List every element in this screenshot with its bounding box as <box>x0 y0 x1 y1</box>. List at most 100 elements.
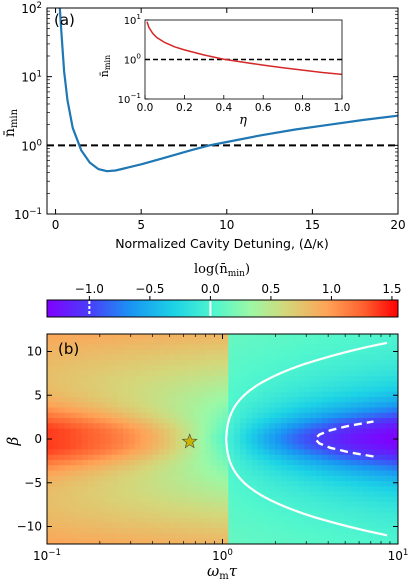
heatmap-cell <box>281 465 288 472</box>
heatmap-cell <box>146 538 153 544</box>
heatmap-cell <box>222 402 229 409</box>
heatmap-cell <box>76 507 83 514</box>
heatmap-cell <box>123 475 130 482</box>
heatmap-cell <box>164 470 171 477</box>
heatmap-cell <box>339 465 346 472</box>
heatmap-cell <box>351 496 358 503</box>
heatmap-cell <box>316 381 323 388</box>
heatmap-cell <box>111 386 118 393</box>
heatmap-cell <box>345 412 352 419</box>
heatmap-cell <box>99 517 107 524</box>
heatmap-cell <box>275 423 282 430</box>
heatmap-cell <box>64 433 71 440</box>
heatmap-cell <box>76 339 83 346</box>
heatmap-cell <box>169 418 177 424</box>
heatmap-cell <box>333 481 341 487</box>
heatmap-cell <box>392 412 398 419</box>
heatmap-cell <box>357 439 364 445</box>
heatmap-cell <box>281 481 288 487</box>
heatmap-cell <box>374 428 382 435</box>
heatmap-cell <box>345 449 352 456</box>
heatmap-cell <box>298 402 305 409</box>
inset-ylabel: n̄min <box>98 55 112 77</box>
heatmap-cell <box>93 386 101 393</box>
heatmap-cell <box>292 397 300 403</box>
heatmap-cell <box>199 418 206 424</box>
heatmap-cell <box>327 470 335 477</box>
heatmap-cell <box>333 507 341 514</box>
heatmap-cell <box>386 491 393 498</box>
heatmap-cell <box>251 517 259 524</box>
heatmap-cell <box>222 502 229 508</box>
heatmap-cell <box>386 412 393 419</box>
heatmap-cell <box>187 365 194 372</box>
heatmap-cell <box>357 465 364 472</box>
heatmap-cell <box>362 449 370 456</box>
heatmap-cell <box>357 496 364 503</box>
heatmap-cell <box>105 491 112 498</box>
heatmap-cell <box>164 428 171 435</box>
heatmap-cell <box>164 360 171 367</box>
heatmap-cell <box>111 444 118 451</box>
heatmap-cell <box>82 355 89 361</box>
heatmap-cell <box>111 460 118 466</box>
heatmap-cell <box>386 470 393 477</box>
heatmap-cell <box>152 512 159 519</box>
heatmap-cell <box>263 397 270 403</box>
heatmap-cell <box>240 449 247 456</box>
heatmap-cell <box>181 454 188 461</box>
heatmap-cell <box>245 475 253 482</box>
heatmap-cell <box>316 533 323 540</box>
heatmap-cell <box>128 339 136 346</box>
heatmap-cell <box>286 486 294 493</box>
heatmap-cell <box>292 376 300 382</box>
heatmap-cell <box>286 339 294 346</box>
x-tick-label-a: 20 <box>390 218 405 232</box>
heatmap-cell <box>111 339 118 346</box>
heatmap-cell <box>357 538 364 544</box>
heatmap-cell <box>199 475 206 482</box>
heatmap-cell <box>193 407 200 414</box>
heatmap-cell <box>345 507 352 514</box>
heatmap-cell <box>339 470 346 477</box>
heatmap-cell <box>339 491 346 498</box>
heatmap-cell <box>128 528 136 535</box>
heatmap-cell <box>386 517 393 524</box>
heatmap-cell <box>52 376 60 382</box>
heatmap-cell <box>128 486 136 493</box>
heatmap-cell <box>362 460 370 466</box>
heatmap-cell <box>339 538 346 544</box>
heatmap-cell <box>164 533 171 540</box>
heatmap-cell <box>286 528 294 535</box>
heatmap-cell <box>362 470 370 477</box>
heatmap-cell <box>281 418 288 424</box>
heatmap-cell <box>380 344 387 351</box>
heatmap-cell <box>345 538 352 544</box>
heatmap-cell <box>105 381 112 388</box>
heatmap-cell <box>181 344 188 351</box>
heatmap-cell <box>169 460 177 466</box>
heatmap-cell <box>169 454 177 461</box>
heatmap-cell <box>345 418 352 424</box>
heatmap-cell <box>82 339 89 346</box>
heatmap-cell <box>64 502 71 508</box>
heatmap-cell <box>87 349 95 356</box>
heatmap-cell <box>82 349 89 356</box>
heatmap-cell <box>111 470 118 477</box>
heatmap-cell <box>199 355 206 361</box>
heatmap-cell <box>52 355 60 361</box>
heatmap-cell <box>263 528 270 535</box>
heatmap-cell <box>263 465 270 472</box>
heatmap-cell <box>64 365 71 372</box>
heatmap-cell <box>52 407 60 414</box>
heatmap-cell <box>374 418 382 424</box>
heatmap-cell <box>310 512 317 519</box>
heatmap-cell <box>374 344 382 351</box>
heatmap-cell <box>82 344 89 351</box>
heatmap-cell <box>99 360 107 367</box>
heatmap-cell <box>123 423 130 430</box>
heatmap-cell <box>216 391 224 398</box>
heatmap-cell <box>146 376 153 382</box>
heatmap-cell <box>351 423 358 430</box>
heatmap-cell <box>99 407 107 414</box>
